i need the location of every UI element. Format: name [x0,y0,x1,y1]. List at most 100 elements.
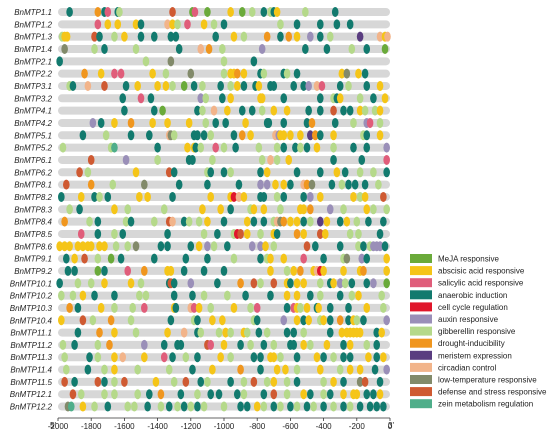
cis-element-mark [307,290,314,301]
cis-element-mark [257,364,264,375]
cis-element-mark [222,327,229,338]
cis-element-mark [285,31,293,42]
cis-element-mark [172,302,180,313]
cis-element-mark [86,352,93,363]
cis-element-mark [300,253,307,264]
cis-element-mark [378,327,386,338]
cis-element-mark [338,179,346,190]
cis-element-mark [219,315,226,326]
promoter-bar [58,303,390,312]
cis-element-mark [255,142,263,153]
cis-element-mark [232,142,239,153]
cis-element-mark [290,339,298,350]
cis-element-mark [111,327,118,338]
cis-element-mark [217,204,224,215]
gene-label: BnMTP11.1 [10,329,52,338]
cis-element-mark [293,401,301,412]
cis-element-mark [257,352,264,363]
x-tick-label: -600 [282,422,299,431]
cis-element-mark [257,179,264,190]
gene-row: BnMTP11.5 [10,376,390,387]
cis-element-mark [227,167,234,178]
cis-element-mark [316,130,324,141]
cis-element-mark [104,401,112,412]
cis-element-mark [174,19,181,30]
cis-element-mark [283,389,291,400]
cis-element-mark [260,389,268,400]
cis-element-mark [141,352,148,363]
gene-row: BnMTP5.1 [14,130,390,141]
cis-element-mark [270,389,278,400]
cis-element-mark [77,191,85,202]
cis-element-mark [257,278,264,289]
cis-element-mark [293,364,301,375]
cis-element-mark [191,7,199,17]
cis-element-mark [355,241,362,252]
legend-item: cell cycle regulation [410,302,508,312]
cis-element-mark [170,290,178,301]
gene-label: BnMTP1.4 [14,45,52,54]
cis-element-mark [248,105,256,116]
cis-element-mark [79,290,87,301]
cis-element-mark [277,352,284,363]
cis-element-mark [297,302,304,313]
cis-element-mark [376,389,384,400]
legend-item: zein metabolism regulation [410,399,533,409]
cis-element-mark [121,31,128,42]
cis-element-mark [194,389,201,400]
cis-element-mark [146,130,153,141]
cis-element-mark [220,68,228,79]
cis-element-mark [61,376,68,387]
cis-element-mark [107,315,115,326]
cis-element-mark [97,117,105,128]
gene-row: BnMTP10.3 [10,302,390,313]
cis-element-mark [194,352,201,363]
cis-element-mark [340,339,347,350]
cis-element-mark [326,389,334,400]
cis-element-mark [122,216,130,227]
gene-label: BnMTP11.2 [10,341,52,350]
cis-element-mark [280,93,288,104]
cis-element-mark [184,19,191,30]
cis-element-mark [237,228,244,239]
cis-element-mark [192,142,200,153]
cis-element-mark [194,315,201,326]
cis-element-mark [240,191,248,202]
cis-element-mark [209,315,216,326]
cis-element-mark [285,154,293,165]
cis-element-mark [61,241,68,252]
promoter-bar [58,365,390,374]
cis-element-mark [111,364,118,375]
cis-element-mark [267,154,274,165]
x-tick-label: -200 [349,422,366,431]
cis-element-mark [124,265,132,276]
cis-element-mark [101,364,108,375]
cis-element-mark [262,241,269,252]
cis-element-mark [363,302,371,313]
cis-element-mark [270,278,278,289]
cis-element-mark [300,228,307,239]
cis-element-mark [320,265,327,276]
legend-swatch [410,302,432,312]
cis-element-mark [157,389,165,400]
legend-swatch [410,326,432,336]
cis-element-mark [258,93,266,104]
cis-element-mark [214,278,221,289]
cis-element-mark [270,376,278,387]
cis-element-mark [260,191,268,202]
cis-element-mark [220,339,228,350]
cis-element-mark [257,167,264,178]
cis-element-mark [383,142,390,153]
cis-element-mark [79,130,87,141]
x-tick-label: -1800 [81,422,102,431]
cis-element-mark [137,278,145,289]
cis-element-mark [255,80,263,91]
cis-element-mark [240,376,248,387]
cis-element-mark [315,302,322,313]
cis-element-mark [111,376,118,387]
legend-label: defense and stress responsive [438,388,547,397]
cis-element-mark [292,142,299,153]
promoter-bar [58,377,390,386]
legend-swatch [410,290,432,300]
cis-element-mark [197,43,205,54]
